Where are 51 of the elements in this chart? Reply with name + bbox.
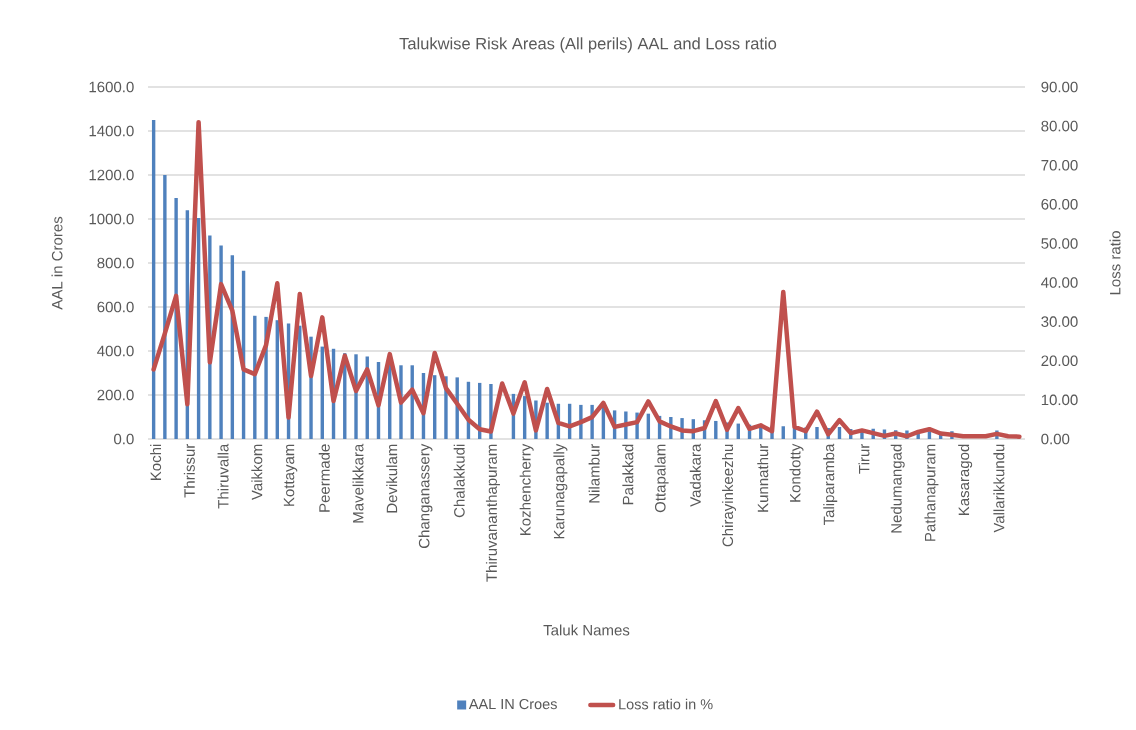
x-tick-label: Changanassery — [418, 443, 433, 549]
y2-axis-title: Loss ratio — [1109, 231, 1121, 295]
x-tick-label: Mavelikkara — [352, 443, 364, 523]
x-tick-label: Palakkad — [622, 444, 634, 505]
x-tick-label: Thrissur — [183, 443, 195, 498]
x-tick-label: Peermade — [318, 444, 330, 512]
x-tick-label: Devikulam — [386, 444, 398, 513]
chart-title: Talukwise Risk Areas (All perils) AAL and Loss ratio — [399, 37, 777, 53]
x-tick-label: Chirayinkeezhu — [722, 444, 737, 547]
y2-tick-label: 70.00 — [1041, 159, 1078, 171]
y2-tick-label: 0.00 — [1041, 433, 1070, 445]
x-tick-label: Vadakara — [689, 443, 701, 507]
y2-tick-label: 30.00 — [1041, 316, 1078, 327]
y-tick-label: 1600.0 — [89, 81, 134, 93]
x-tick-label: Tirur — [858, 443, 870, 474]
y2-tick-label: 60.00 — [1041, 199, 1078, 210]
x-tick-label: Chalakkudi — [453, 444, 465, 518]
x-tick-label: Ottapalam — [654, 444, 669, 513]
y2-tick-label: 80.00 — [1041, 120, 1078, 132]
legend-label: AAL IN Croes — [468, 698, 557, 710]
x-tick-label: Nilambur — [588, 443, 600, 503]
x-tick-label: Vaikkom — [251, 444, 263, 501]
x-tick-label: Thiruvananthapuram — [485, 444, 500, 582]
x-tick-label: Thiruvalla — [217, 443, 229, 509]
x-tick-label: Karunagapally — [553, 443, 568, 539]
y-tick-label: 1400.0 — [89, 125, 134, 137]
y2-tick-label: 20.00 — [1041, 355, 1078, 367]
legend-label: Loss ratio in % — [619, 698, 713, 710]
y-tick-label: 400.0 — [97, 345, 134, 357]
x-tick-label: Kozhencherry — [519, 443, 534, 536]
x-tick-label: Kasaragod — [958, 444, 973, 516]
x-tick-label: Kunnathur — [757, 443, 769, 512]
y-tick-label: 600.0 — [97, 301, 134, 313]
y-tick-label: 200.0 — [97, 389, 134, 401]
x-axis-title: Taluk Names — [543, 624, 630, 636]
y2-tick-label: 90.00 — [1041, 81, 1078, 93]
x-tick-label: Kondotty — [789, 443, 804, 502]
y2-tick-label: 40.00 — [1041, 277, 1078, 288]
x-tick-label: Pathanapuram — [924, 444, 939, 541]
x-tick-label: Kochi — [150, 444, 162, 480]
y-tick-label: 1200.0 — [89, 169, 134, 181]
x-tick-label: Vallarikkundu — [993, 444, 1005, 533]
x-tick-label: Taliparamba — [823, 443, 838, 526]
y-tick-label: 0.0 — [114, 433, 134, 445]
y-tick-label: 800.0 — [97, 257, 134, 269]
y-axis-title: AAL in Crores — [51, 216, 63, 310]
y2-tick-label: 50.00 — [1041, 238, 1078, 249]
y2-tick-label: 10.00 — [1041, 394, 1078, 406]
x-tick-label: Kottayam — [283, 444, 298, 506]
y-tick-label: 1000.0 — [89, 213, 134, 225]
x-tick-label: Nedumangad — [890, 444, 905, 533]
